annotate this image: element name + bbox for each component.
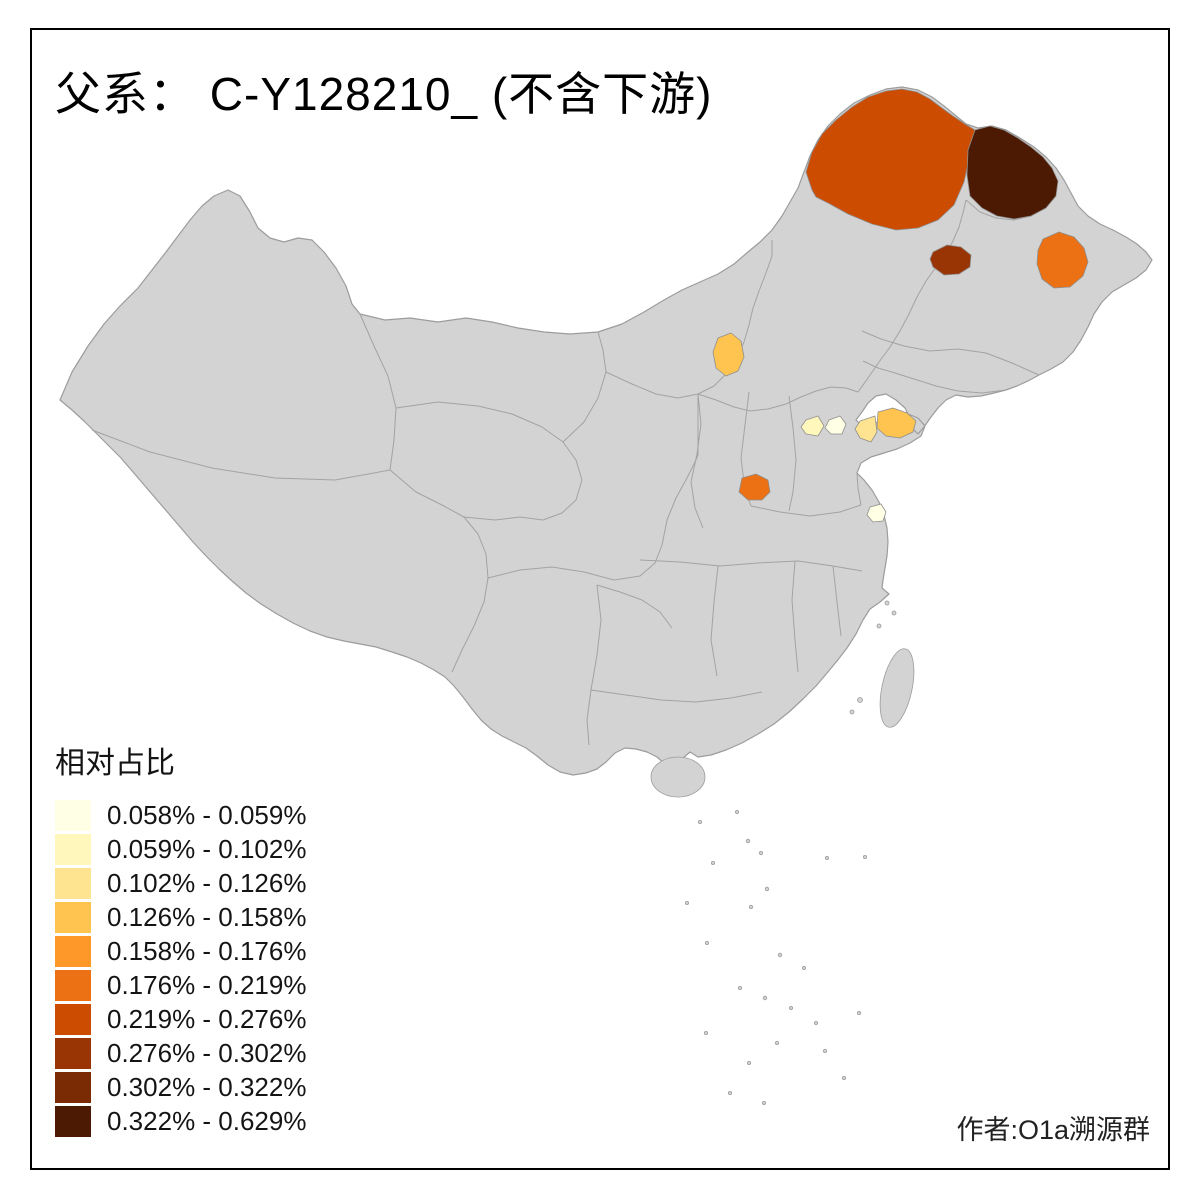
legend-label: 0.322% - 0.629% bbox=[107, 1105, 307, 1136]
legend-item: 0.219% - 0.276% bbox=[55, 1002, 306, 1036]
region-shaanxi bbox=[738, 473, 771, 501]
legend-swatch bbox=[55, 867, 91, 899]
legend-label: 0.276% - 0.302% bbox=[107, 1037, 307, 1068]
author-credit: 作者:O1a溯源群 bbox=[956, 1115, 1150, 1145]
south-china-sea-islands bbox=[685, 810, 868, 1106]
legend-item: 0.059% - 0.102% bbox=[55, 832, 306, 866]
legend-item: 0.126% - 0.158% bbox=[55, 900, 306, 934]
legend-label: 0.058% - 0.059% bbox=[107, 799, 307, 830]
hainan-island bbox=[650, 756, 706, 798]
region-shandong-mid bbox=[854, 415, 878, 443]
region-heihe bbox=[966, 125, 1059, 220]
region-jiamusi bbox=[1036, 231, 1089, 289]
legend-swatch bbox=[55, 799, 91, 831]
taiwan-island bbox=[879, 648, 915, 728]
legend-item: 0.102% - 0.126% bbox=[55, 866, 306, 900]
map-title: 父系： C-Y128210_ (不含下游) bbox=[55, 68, 713, 120]
legend-title: 相对占比 bbox=[55, 747, 175, 780]
legend-label: 0.219% - 0.276% bbox=[107, 1003, 307, 1034]
region-hulunbuir bbox=[805, 88, 976, 231]
legend-label: 0.102% - 0.126% bbox=[107, 867, 307, 898]
legend-label: 0.158% - 0.176% bbox=[107, 935, 307, 966]
legend-label: 0.126% - 0.158% bbox=[107, 901, 307, 932]
legend: 相对占比 0.058% - 0.059% 0.059% - 0.102% 0.102… bbox=[55, 738, 306, 1138]
province-borders bbox=[91, 199, 1046, 746]
legend-swatch bbox=[55, 901, 91, 933]
legend-swatch bbox=[55, 833, 91, 865]
legend-label: 0.176% - 0.219% bbox=[107, 969, 307, 1000]
legend-items: 0.058% - 0.059% 0.059% - 0.102% 0.102% - 0… bbox=[55, 798, 306, 1138]
legend-swatch bbox=[55, 935, 91, 967]
coastal-islands bbox=[849, 600, 897, 715]
legend-swatch bbox=[55, 1037, 91, 1069]
legend-item: 0.276% - 0.302% bbox=[55, 1036, 306, 1070]
legend-label: 0.059% - 0.102% bbox=[107, 833, 307, 864]
region-suihua bbox=[929, 244, 972, 276]
legend-label: 0.302% - 0.322% bbox=[107, 1071, 307, 1102]
region-hebei-cream bbox=[824, 415, 847, 435]
region-north-shanxi bbox=[712, 332, 745, 377]
legend-item: 0.302% - 0.322% bbox=[55, 1070, 306, 1104]
legend-item: 0.158% - 0.176% bbox=[55, 934, 306, 968]
region-jiangsu bbox=[866, 503, 887, 523]
legend-item: 0.322% - 0.629% bbox=[55, 1104, 306, 1138]
region-shandong-peninsula bbox=[876, 407, 917, 439]
legend-swatch bbox=[55, 1105, 91, 1137]
legend-item: 0.058% - 0.059% bbox=[55, 798, 306, 832]
legend-swatch bbox=[55, 1071, 91, 1103]
legend-swatch bbox=[55, 969, 91, 1001]
legend-item: 0.176% - 0.219% bbox=[55, 968, 306, 1002]
region-hebei-light bbox=[800, 415, 825, 437]
legend-swatch bbox=[55, 1003, 91, 1035]
